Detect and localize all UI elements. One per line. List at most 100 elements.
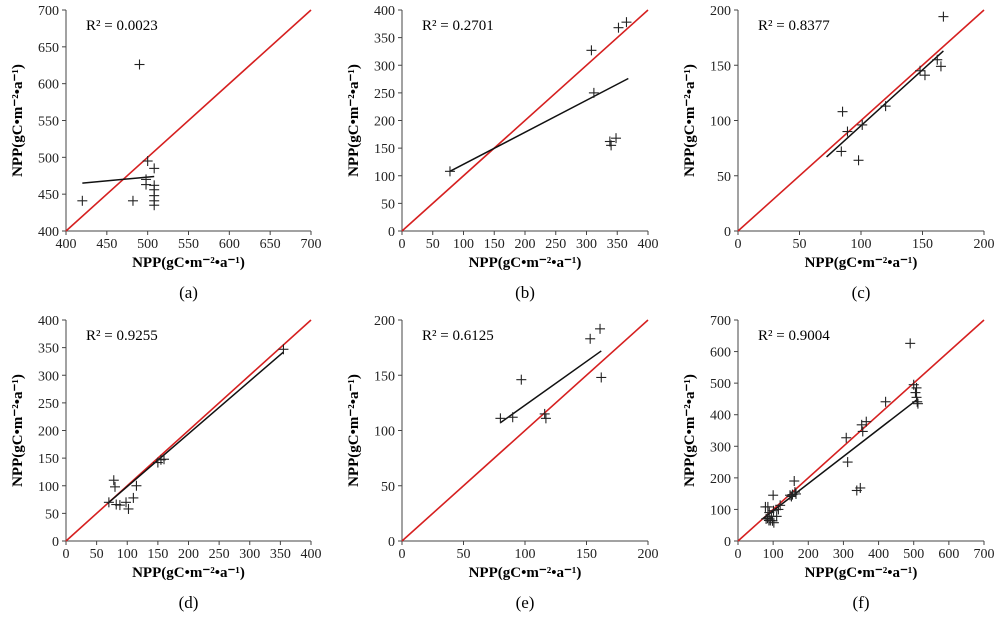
- x-axis-title: NPP(gC•m⁻²•a⁻¹): [469, 255, 582, 271]
- y-tick-label: 350: [38, 342, 59, 357]
- y-tick-label: 150: [374, 369, 395, 384]
- y-tick-label: 600: [38, 78, 59, 93]
- y-tick-label: 100: [374, 425, 395, 440]
- y-tick-label: 300: [38, 369, 59, 384]
- panel-label: (d): [179, 593, 199, 612]
- y-tick-label: 300: [374, 59, 395, 74]
- x-tick-label: 650: [260, 237, 281, 252]
- data-point: [621, 17, 632, 28]
- y-tick-label: 0: [388, 225, 395, 240]
- data-point: [853, 155, 864, 166]
- y-tick-label: 0: [724, 535, 731, 550]
- y-tick-label: 0: [388, 535, 395, 550]
- x-tick-label: 0: [735, 547, 742, 562]
- x-tick-label: 300: [576, 237, 597, 252]
- y-tick-label: 450: [38, 188, 59, 203]
- y-tick-label: 150: [38, 452, 59, 467]
- x-tick-label: 50: [793, 237, 807, 252]
- r-squared-label: R² = 0.9255: [86, 328, 158, 344]
- chart-panel-2: 0 50 100 150 200 250 300 350 400 0 50 100 150 200 250 3…: [346, 4, 659, 302]
- y-tick-label: 50: [45, 507, 59, 522]
- y-tick-label: 700: [38, 4, 59, 19]
- data-point: [121, 497, 132, 508]
- r-squared-label: R² = 0.8377: [758, 18, 830, 34]
- data-point: [128, 492, 139, 503]
- trend-line: [82, 175, 155, 184]
- chart-panel-4: 0 50 100 150 200 250 300 350 400 0 50 100 150 200 250 3…: [10, 314, 322, 612]
- r-squared-label: R² = 0.0023: [86, 18, 158, 34]
- data-point: [768, 517, 779, 528]
- one-to-one-line: [737, 9, 985, 232]
- panel-label: (f): [853, 593, 870, 612]
- data-point: [444, 166, 455, 177]
- data-point: [278, 344, 289, 355]
- x-tick-label: 150: [484, 237, 505, 252]
- x-tick-label: 150: [576, 547, 597, 562]
- data-point: [789, 487, 800, 498]
- data-point: [141, 174, 152, 185]
- data-point: [880, 101, 891, 112]
- x-tick-label: 150: [912, 237, 933, 252]
- x-axis-title: NPP(gC•m⁻²•a⁻¹): [132, 255, 245, 271]
- y-axis-title: NPP(gC•m⁻²•a⁻¹): [346, 374, 362, 487]
- x-tick-label: 200: [515, 237, 536, 252]
- y-axis-title: NPP(gC•m⁻²•a⁻¹): [682, 64, 698, 177]
- y-tick-label: 500: [710, 377, 731, 392]
- data-point: [114, 500, 125, 511]
- data-point: [767, 515, 778, 526]
- y-tick-label: 0: [724, 225, 731, 240]
- y-axis-title: NPP(gC•m⁻²•a⁻¹): [682, 374, 698, 487]
- data-point: [842, 126, 853, 137]
- x-tick-label: 400: [868, 547, 889, 562]
- data-point: [932, 54, 943, 65]
- data-point: [77, 195, 88, 206]
- x-tick-label: 250: [209, 547, 230, 562]
- chart-panel-1: 400 450 500 550 600 650 700 400 450 500 550 600 650 7…: [10, 4, 322, 302]
- x-tick-label: 700: [301, 237, 322, 252]
- x-tick-label: 700: [974, 547, 995, 562]
- data-point: [110, 481, 120, 492]
- trend-line: [499, 350, 602, 424]
- data-point: [910, 387, 921, 398]
- r-squared-label: R² = 0.9004: [758, 328, 830, 344]
- data-point: [841, 432, 852, 443]
- data-point: [588, 87, 599, 98]
- y-tick-label: 200: [710, 4, 731, 19]
- data-point: [131, 480, 142, 491]
- data-point: [919, 70, 930, 81]
- data-point: [855, 482, 866, 493]
- y-tick-label: 600: [710, 346, 731, 361]
- y-tick-label: 100: [38, 480, 59, 495]
- one-to-one-line: [737, 319, 985, 542]
- data-point: [771, 511, 782, 522]
- panel-label: (c): [852, 283, 871, 302]
- data-point: [611, 133, 622, 144]
- data-point: [507, 412, 518, 423]
- x-tick-label: 600: [219, 237, 240, 252]
- data-point: [586, 45, 597, 56]
- data-point: [857, 426, 868, 437]
- x-tick-label: 100: [851, 237, 872, 252]
- data-point: [911, 382, 922, 393]
- trend-line: [762, 398, 919, 520]
- data-point: [540, 413, 551, 424]
- data-point: [142, 156, 153, 167]
- x-axis-title: NPP(gC•m⁻²•a⁻¹): [805, 565, 918, 581]
- y-tick-label: 550: [38, 115, 59, 130]
- data-point: [880, 396, 891, 407]
- y-tick-label: 200: [38, 425, 59, 440]
- y-tick-label: 200: [374, 314, 395, 329]
- x-tick-label: 250: [545, 237, 566, 252]
- x-tick-label: 300: [239, 547, 260, 562]
- data-point: [768, 505, 779, 516]
- y-tick-label: 250: [38, 397, 59, 412]
- data-point: [768, 490, 779, 501]
- y-tick-label: 400: [710, 409, 731, 424]
- x-tick-label: 500: [903, 547, 924, 562]
- data-point: [842, 457, 853, 468]
- trend-line: [826, 50, 944, 158]
- data-point: [762, 501, 773, 512]
- x-tick-label: 100: [453, 237, 474, 252]
- data-point: [790, 488, 801, 499]
